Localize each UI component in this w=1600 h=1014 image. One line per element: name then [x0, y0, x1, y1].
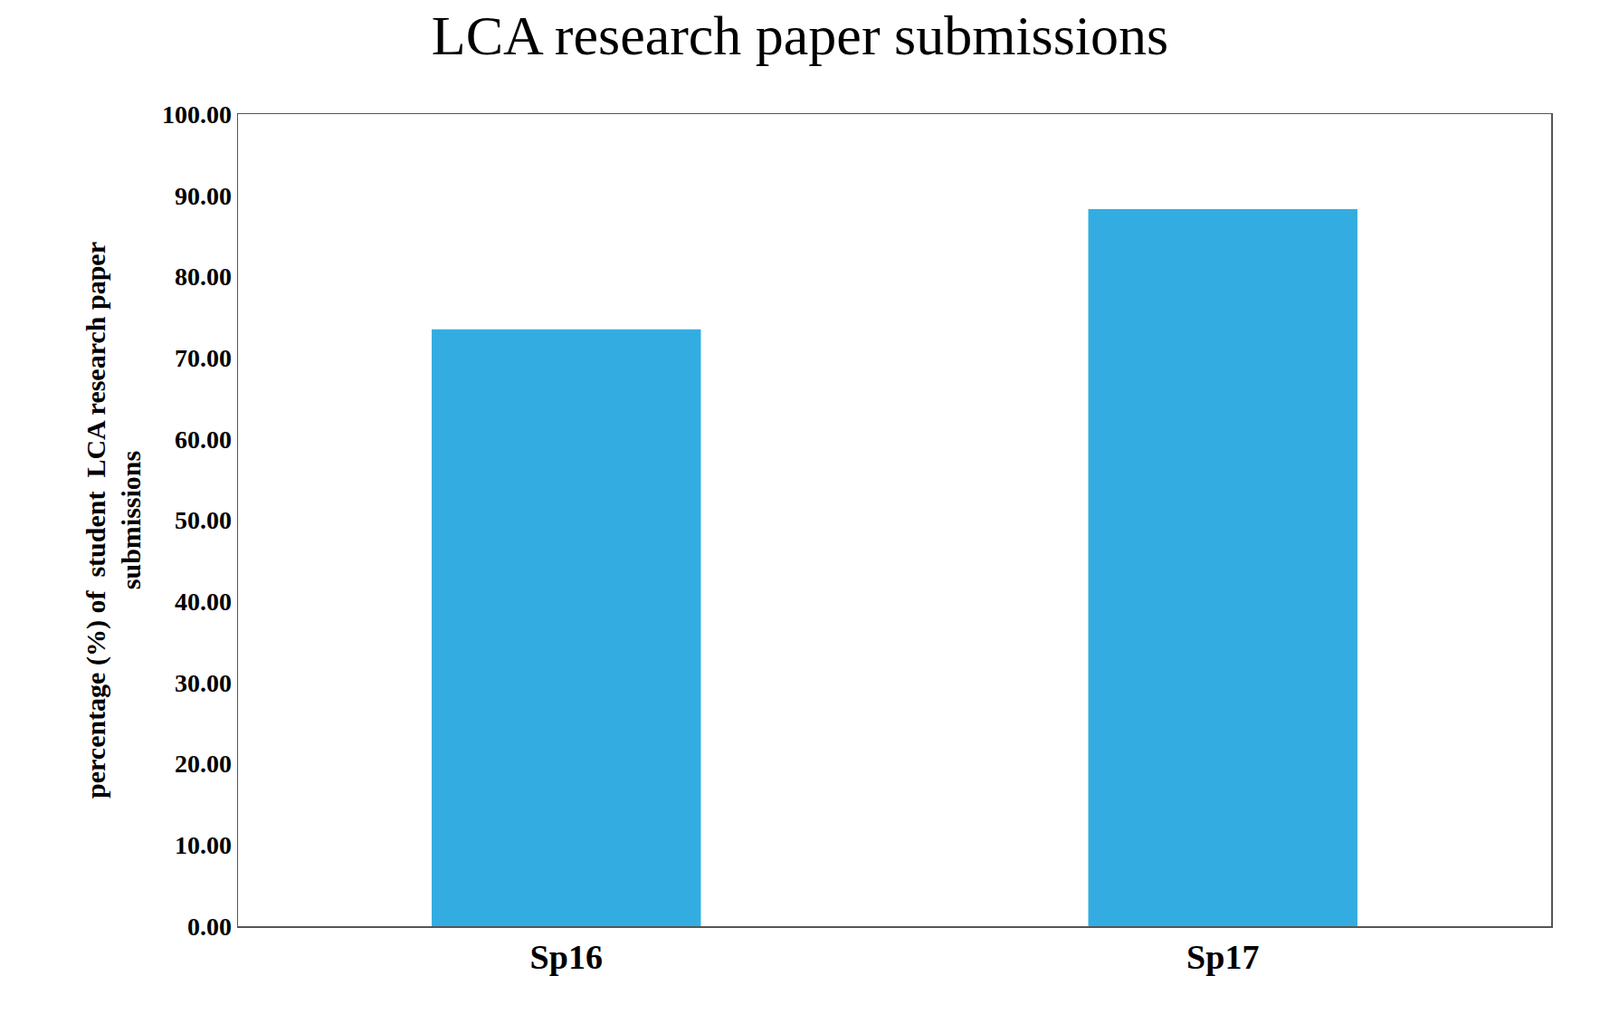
svg-text:100.00: 100.00	[161, 100, 232, 129]
svg-text:Sp17: Sp17	[1186, 937, 1259, 976]
svg-text:percentage (%) of student LC: percentage (%) of student LCA research p…	[80, 241, 146, 799]
svg-text:Sp16: Sp16	[530, 937, 603, 976]
svg-text:20.00: 20.00	[174, 749, 232, 778]
svg-text:80.00: 80.00	[174, 262, 232, 291]
svg-text:50.00: 50.00	[174, 505, 232, 534]
svg-text:40.00: 40.00	[174, 587, 232, 616]
svg-text:70.00: 70.00	[174, 343, 232, 372]
svg-text:30.00: 30.00	[174, 668, 232, 697]
svg-text:60.00: 60.00	[174, 425, 232, 454]
svg-text:LCA research paper submissions: LCA research paper submissions	[431, 4, 1169, 67]
svg-text:0.00: 0.00	[187, 912, 232, 941]
svg-text:90.00: 90.00	[174, 181, 232, 210]
svg-text:10.00: 10.00	[174, 830, 232, 859]
